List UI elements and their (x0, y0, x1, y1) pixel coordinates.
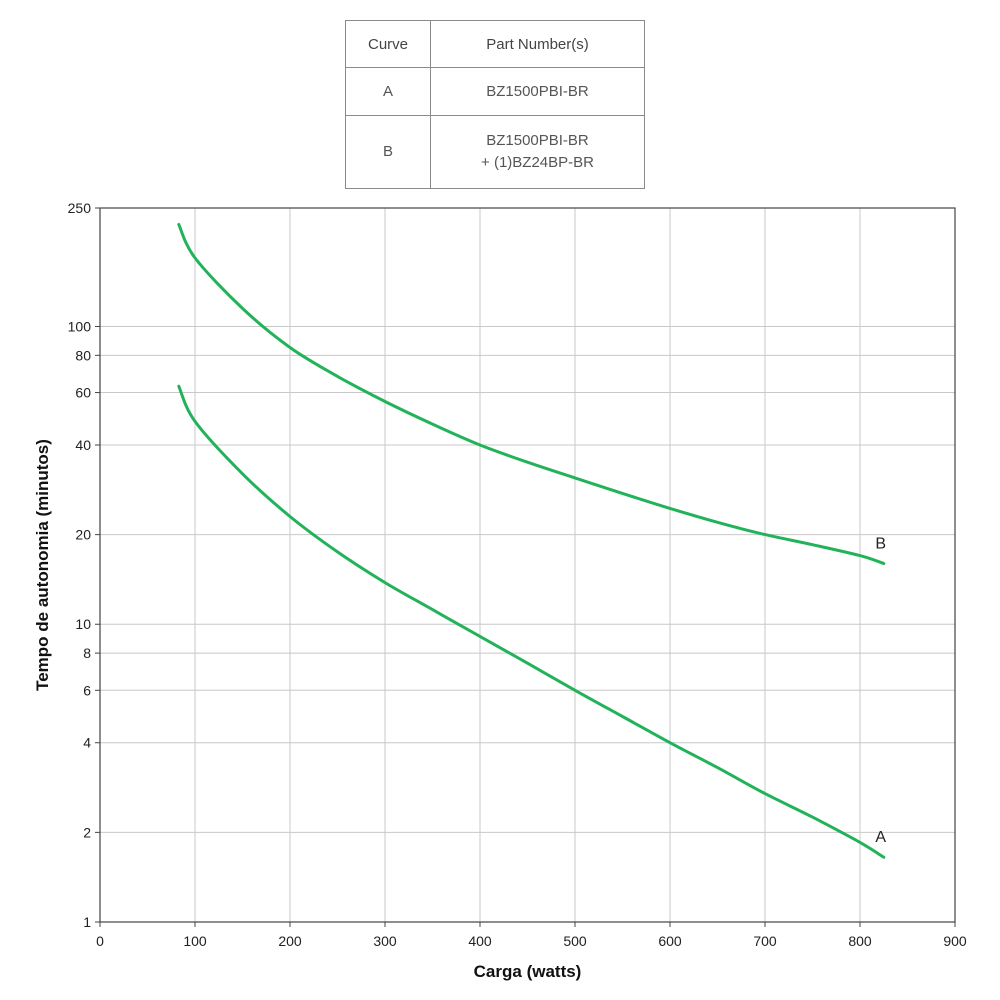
series-layer: AB (177, 223, 886, 859)
grid-layer (100, 208, 955, 922)
y-tick-label: 250 (68, 200, 92, 216)
y-tick-label: 40 (75, 437, 91, 453)
y-tick-label: 60 (75, 385, 91, 401)
x-tick-label: 900 (943, 933, 967, 949)
x-tick-label: 700 (753, 933, 777, 949)
y-tick-label: 8 (83, 645, 91, 661)
legend-header-part-numbers: Part Number(s) (430, 20, 645, 68)
y-tick-label: 2 (83, 824, 91, 840)
y-tick-label: 100 (68, 318, 92, 334)
legend-row-b: B BZ1500PBI-BR + (1)BZ24BP-BR (345, 115, 645, 189)
legend-header-row: Curve Part Number(s) (345, 20, 645, 68)
x-axis-title: Carga (watts) (474, 962, 582, 981)
y-tick-label: 10 (75, 616, 91, 632)
x-tick-label: 200 (278, 933, 302, 949)
y-axis-title: Tempo de autonomia (minutos) (33, 439, 52, 691)
legend-curve-b: B (345, 115, 431, 189)
legend-part-b-line1: BZ1500PBI-BR (486, 132, 589, 149)
tick-layer: 0 100 200 300 400 500 600 700 800 900 1 2 4 6 8 10 20 40 6… (68, 200, 967, 949)
legend-part-b: BZ1500PBI-BR + (1)BZ24BP-BR (430, 115, 645, 189)
series-label-b: B (875, 535, 886, 552)
x-tick-label: 500 (563, 933, 587, 949)
y-tick-label: 1 (83, 914, 91, 930)
series-line-b (177, 223, 886, 565)
series-line-a (177, 384, 886, 859)
series-label-a: A (875, 829, 886, 846)
x-tick-label: 0 (96, 933, 104, 949)
y-tick-label: 20 (75, 527, 91, 543)
plot-frame (99, 207, 956, 923)
legend-table: Curve Part Number(s) A BZ1500PBI-BR B BZ… (345, 20, 645, 189)
x-tick-label: 600 (658, 933, 682, 949)
x-tick-label: 100 (183, 933, 207, 949)
legend-header-curve: Curve (345, 20, 431, 68)
y-tick-label: 6 (83, 682, 91, 698)
y-tick-label: 80 (75, 347, 91, 363)
legend-part-b-line2: + (1)BZ24BP-BR (481, 154, 594, 171)
x-tick-label: 800 (848, 933, 872, 949)
legend-part-a-line1: BZ1500PBI-BR (486, 82, 589, 100)
x-tick-label: 300 (373, 933, 397, 949)
x-tick-label: 400 (468, 933, 492, 949)
y-tick-label: 4 (83, 735, 91, 751)
